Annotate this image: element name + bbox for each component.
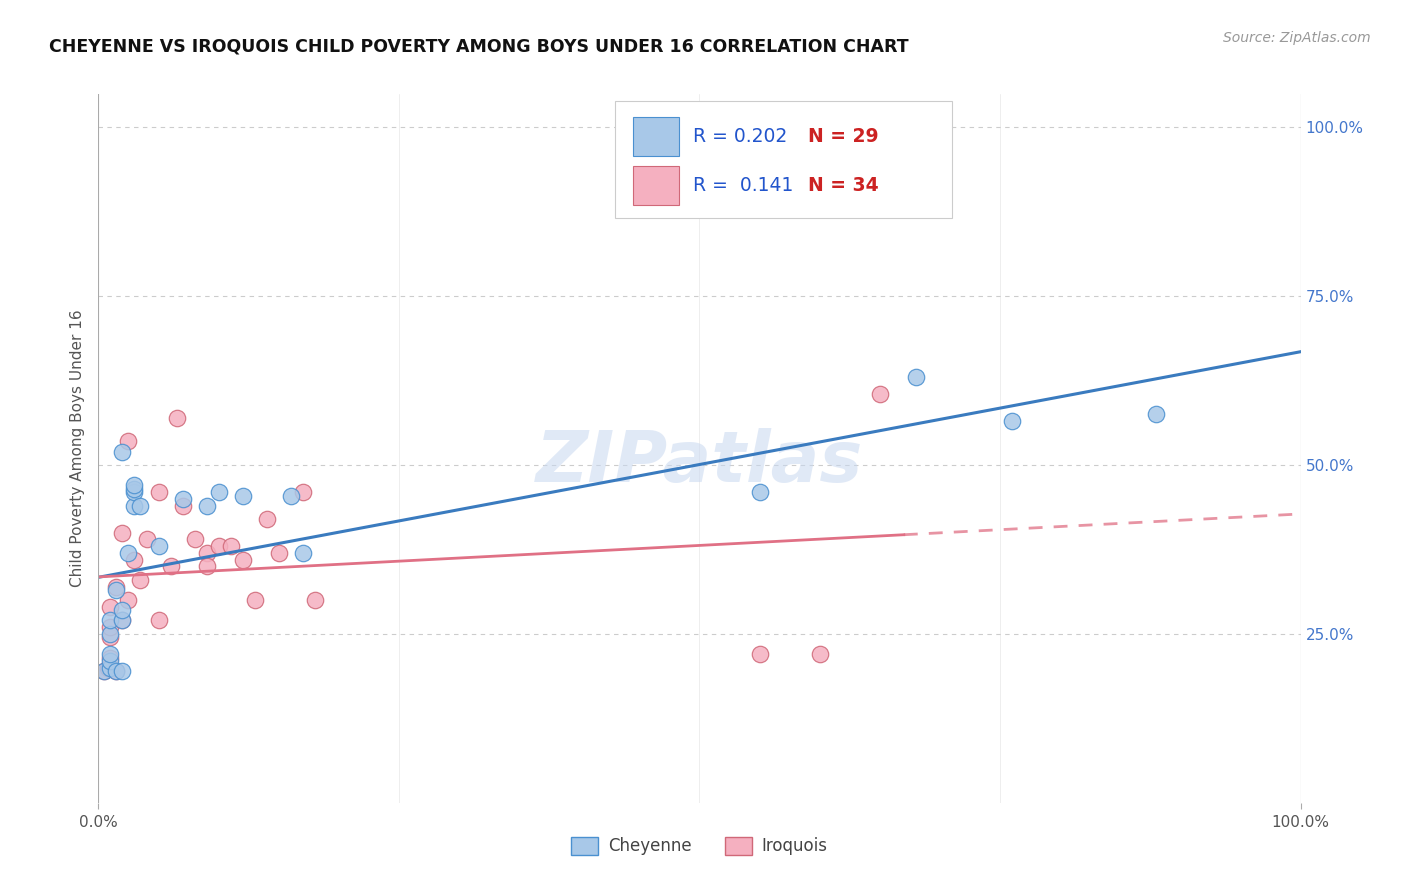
Text: N = 29: N = 29 (807, 127, 879, 145)
Point (195, 499, 218, 513)
Point (111, 525, 134, 540)
Point (172, 491, 194, 506)
Point (166, 410, 188, 425)
Point (93, 664, 115, 678)
Point (172, 499, 194, 513)
Point (100, 627, 122, 641)
Point (105, 583, 128, 598)
Point (183, 533, 205, 547)
Point (148, 614, 170, 628)
Point (159, 559, 181, 574)
Text: R =  0.141: R = 0.141 (693, 177, 794, 195)
Point (111, 444, 134, 458)
Point (256, 512, 278, 526)
Point (105, 664, 128, 678)
Point (117, 434, 139, 449)
Point (904, 370, 927, 384)
Point (1144, 408, 1167, 422)
Point (124, 485, 146, 500)
Point (195, 546, 218, 560)
Point (304, 593, 326, 607)
Point (291, 485, 314, 500)
Point (267, 546, 290, 560)
Point (748, 647, 770, 661)
Point (100, 614, 122, 628)
Point (1001, 414, 1024, 428)
Point (208, 539, 231, 553)
Point (208, 485, 231, 500)
Point (291, 546, 314, 560)
Point (869, 387, 891, 401)
Text: Source: ZipAtlas.com: Source: ZipAtlas.com (1223, 31, 1371, 45)
Point (148, 485, 170, 500)
Point (124, 499, 146, 513)
Point (808, 647, 831, 661)
Point (280, 489, 302, 503)
Legend: Cheyenne, Iroquois: Cheyenne, Iroquois (565, 830, 834, 862)
Point (195, 559, 218, 574)
Point (117, 593, 139, 607)
Point (124, 482, 146, 496)
Point (111, 614, 134, 628)
Point (129, 499, 152, 513)
FancyBboxPatch shape (633, 166, 679, 205)
FancyBboxPatch shape (616, 101, 952, 218)
Point (111, 614, 134, 628)
Point (124, 552, 146, 566)
Point (111, 603, 134, 617)
Point (100, 661, 122, 675)
Point (232, 489, 254, 503)
Point (100, 650, 122, 665)
Point (100, 654, 122, 668)
Text: ZIPatlas: ZIPatlas (536, 428, 863, 497)
Text: N = 34: N = 34 (807, 177, 879, 195)
Point (117, 546, 139, 560)
Point (124, 478, 146, 492)
Point (97, 661, 120, 675)
Point (748, 485, 770, 500)
Point (105, 664, 128, 678)
Point (129, 573, 152, 587)
Point (135, 533, 157, 547)
Point (232, 552, 254, 566)
Text: CHEYENNE VS IROQUOIS CHILD POVERTY AMONG BOYS UNDER 16 CORRELATION CHART: CHEYENNE VS IROQUOIS CHILD POVERTY AMONG… (49, 37, 908, 55)
Point (93, 664, 115, 678)
Text: R = 0.202: R = 0.202 (693, 127, 787, 145)
Point (100, 647, 122, 661)
Y-axis label: Child Poverty Among Boys Under 16: Child Poverty Among Boys Under 16 (70, 310, 86, 587)
Point (111, 664, 134, 678)
Point (243, 593, 266, 607)
Point (105, 580, 128, 594)
Point (219, 539, 242, 553)
Point (100, 599, 122, 614)
Point (100, 631, 122, 645)
Point (148, 539, 170, 553)
FancyBboxPatch shape (633, 117, 679, 156)
Point (100, 620, 122, 634)
